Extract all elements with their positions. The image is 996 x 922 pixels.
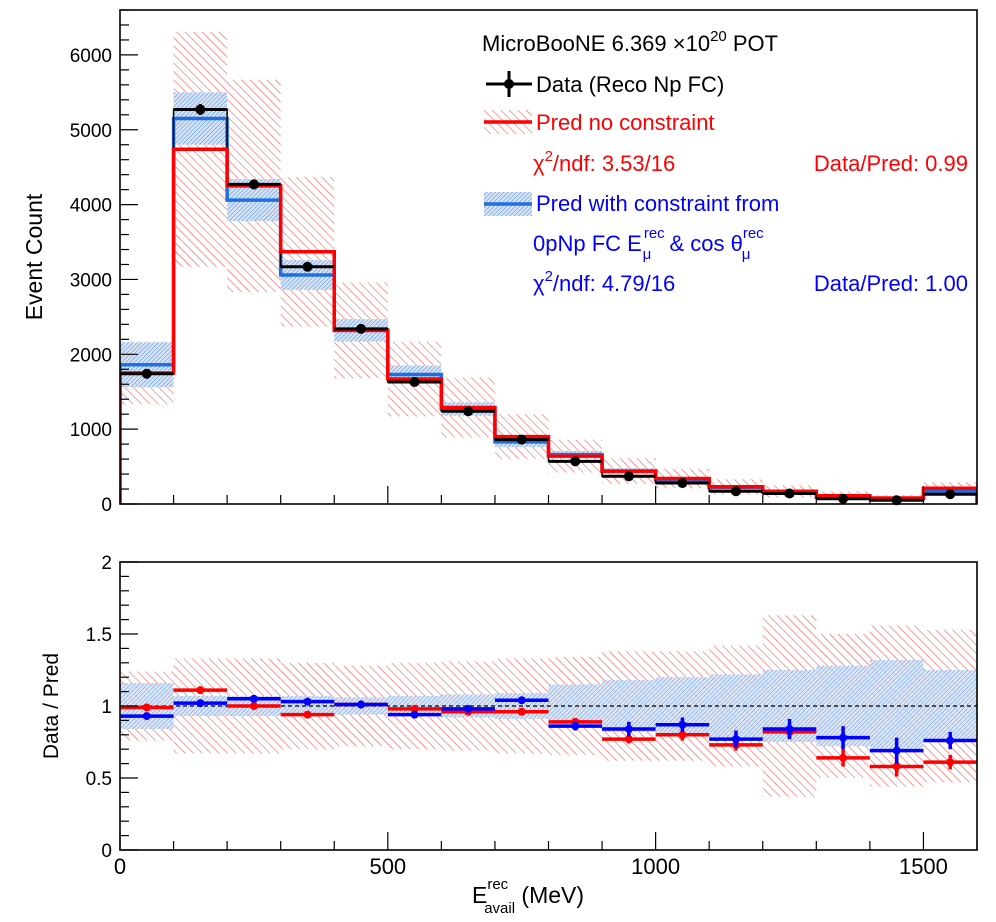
- data-point: [623, 471, 634, 482]
- bottom-x-tick-label: 0: [114, 854, 126, 879]
- bottom-x-axis-label: Erec avail (MeV): [472, 876, 584, 917]
- top-y-tick-label: 1000: [70, 420, 112, 441]
- top-y-tick-label: 2000: [70, 345, 112, 366]
- ratio-no-constraint-point: [678, 730, 687, 739]
- ratio-constrained-point: [624, 725, 633, 734]
- ratio-constrained-point: [946, 736, 955, 745]
- bottom-y-tick-label: 2: [101, 553, 112, 574]
- ratio-constrained-point: [678, 720, 687, 729]
- ratio-no-constraint-point: [303, 710, 312, 719]
- ratio-constrained-point: [464, 704, 473, 713]
- top-y-tick-label: 0: [101, 495, 112, 516]
- pred-no-constraint-band: [120, 31, 977, 502]
- bottom-y-tick-label: 1: [101, 697, 112, 718]
- data-point: [677, 478, 688, 489]
- data-point: [356, 323, 367, 334]
- data-point: [463, 406, 474, 417]
- ratio-constrained-point: [517, 696, 526, 705]
- top-y-tick-label: 5000: [70, 121, 112, 142]
- ratio-no-constraint-point: [249, 702, 258, 710]
- top-y-tick-label: 6000: [70, 46, 112, 67]
- ratio-constrained-point: [785, 725, 794, 734]
- data-point: [945, 489, 956, 500]
- ratio-no-constraint-point: [196, 686, 205, 695]
- ratio-constrained-point: [357, 700, 366, 709]
- legend-pred-constrained-chi2: χ2/ndf: 4.79/16: [533, 268, 675, 296]
- data-points: [120, 104, 977, 506]
- ratio-constrained-point: [892, 746, 901, 755]
- ratio-constrained-point: [731, 735, 740, 744]
- ratio-no-constraint-point: [624, 735, 633, 744]
- ratio-constrained-point: [571, 722, 580, 731]
- legend-pred-no-constraint-label: Pred no constraint: [536, 110, 715, 135]
- top-axis-ticks: 0 1000 2000 3000 4000 5000 6000: [70, 9, 978, 516]
- data-point: [248, 179, 259, 190]
- top-panel: 0 1000 2000 3000 4000 5000 6000 Event Count: [21, 9, 978, 516]
- ratio-constrained-point: [410, 710, 419, 719]
- data-point: [302, 261, 313, 272]
- bottom-x-tick-label: 500: [369, 854, 406, 879]
- legend-header: MicroBooNE 6.369 ×1020 POT: [482, 28, 778, 56]
- ratio-no-constraint-point: [946, 758, 955, 767]
- data-point: [516, 434, 527, 445]
- ratio-constrained-point: [303, 697, 312, 706]
- legend-pred-no-constraint-ratio: Data/Pred: 0.99: [814, 151, 968, 176]
- ratio-no-constraint-point: [892, 762, 901, 771]
- data-point: [891, 495, 902, 506]
- ratio-constrained-point: [839, 733, 848, 742]
- data-point: [141, 368, 152, 379]
- ratio-constrained-points: [120, 694, 977, 764]
- top-y-axis-label: Event Count: [21, 193, 47, 320]
- ratio-constrained-point: [249, 694, 258, 703]
- legend: MicroBooNE 6.369 ×1020 POT Data (Reco Np…: [482, 28, 968, 296]
- data-point: [570, 456, 581, 467]
- top-y-tick-label: 4000: [70, 196, 112, 217]
- legend-pred-constrained-ratio: Data/Pred: 1.00: [814, 271, 968, 296]
- legend-pred-constrained-marker: [484, 192, 532, 216]
- data-point: [838, 493, 849, 504]
- bottom-y-tick-label: 0.5: [86, 769, 112, 790]
- ratio-no-constraint-point: [410, 704, 419, 713]
- ratio-constrained-point: [142, 712, 151, 721]
- data-point: [784, 488, 795, 499]
- legend-pred-no-constraint-chi2: χ2/ndf: 3.53/16: [533, 148, 675, 176]
- top-y-tick-label: 3000: [70, 270, 112, 291]
- bottom-panel: 0 0.5 1 1.5 2 0 500 1000 1500 Data / Pred Erec av…: [40, 553, 978, 917]
- legend-data-label: Data (Reco Np FC): [536, 72, 724, 97]
- data-point: [730, 486, 741, 497]
- bottom-x-tick-label: 1000: [631, 854, 680, 879]
- bottom-y-tick-label: 1.5: [86, 625, 112, 646]
- legend-pred-constrained-label: Pred with constraint from: [536, 191, 779, 216]
- bottom-axis-ticks: 0 0.5 1 1.5 2 0 500 1000 1500: [86, 553, 978, 879]
- ratio-no-constraint-point: [142, 703, 151, 712]
- ratio-no-constraint-point: [517, 707, 526, 716]
- bottom-x-tick-label: 1500: [899, 854, 948, 879]
- data-point: [409, 376, 420, 387]
- ratio-constrained-point: [196, 699, 205, 708]
- data-point: [195, 104, 206, 115]
- bottom-y-tick-label: 0: [101, 841, 112, 862]
- legend-pred-no-constraint-marker: [484, 110, 532, 134]
- legend-data-marker: [486, 71, 532, 97]
- bottom-y-axis-label: Data / Pred: [40, 653, 63, 759]
- ratio-no-constraint-point: [839, 753, 848, 762]
